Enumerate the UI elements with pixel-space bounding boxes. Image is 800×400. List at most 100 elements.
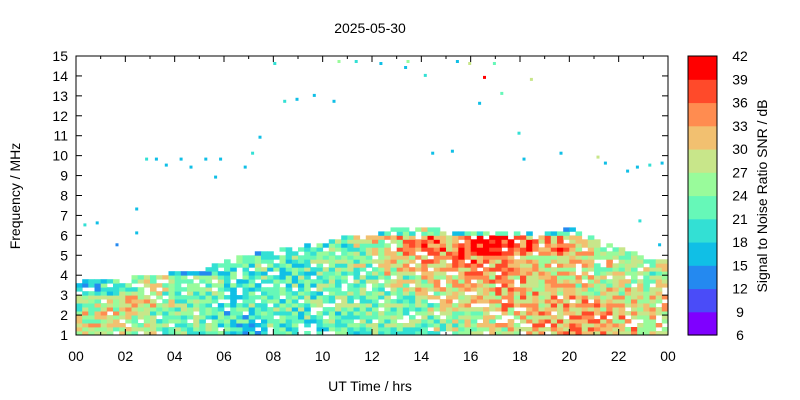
heat-cell (242, 255, 250, 260)
heat-cell (643, 303, 650, 308)
heat-cell (285, 267, 293, 272)
heat-cell (587, 275, 595, 280)
heat-cell (520, 235, 527, 240)
heat-cell (526, 327, 533, 332)
x-axis: 00 02 04 06 08 10 12 14 16 18 20 22 00 (68, 56, 676, 364)
heat-cell (131, 291, 139, 296)
heat-cell (328, 315, 336, 320)
heat-cell (261, 311, 268, 316)
heat-cell (587, 259, 595, 264)
heat-cell (594, 239, 601, 244)
heat-cell (557, 319, 564, 324)
heat-cell (217, 283, 225, 288)
heat-cell (507, 267, 515, 272)
heat-cell (248, 259, 256, 264)
heat-cell (193, 283, 200, 288)
heat-cell (452, 235, 459, 240)
heat-cell (100, 303, 108, 308)
heat-cell (378, 247, 385, 252)
heat-cell (655, 279, 663, 284)
heat-cell (328, 243, 336, 248)
heat-cell (341, 251, 348, 256)
heat-cell (427, 319, 435, 324)
heat-cell (76, 315, 83, 320)
heat-cell (347, 263, 354, 268)
heat-cell (495, 307, 502, 312)
heat-cell (421, 267, 428, 272)
heat-cell (156, 319, 163, 324)
heat-cell (261, 295, 268, 300)
heat-cell (569, 323, 576, 328)
heat-cell (372, 259, 379, 264)
heat-cell (396, 231, 404, 236)
heat-cell (655, 275, 663, 280)
heat-cell (489, 307, 496, 312)
heat-cell (316, 263, 324, 268)
heatmap-cells (76, 60, 669, 336)
heat-cell (254, 271, 262, 276)
heat-cell (236, 263, 243, 268)
heat-cell (390, 303, 398, 308)
heat-cell (563, 287, 570, 292)
heat-cell (224, 311, 231, 316)
heat-cell (594, 247, 601, 252)
heat-cell (631, 311, 638, 316)
heat-cell (131, 319, 139, 324)
heat-cell (82, 327, 89, 332)
heat-cell (94, 311, 102, 316)
heat-cell (526, 315, 533, 320)
heat-cell (557, 267, 564, 272)
heat-cell (384, 307, 391, 312)
heat-cell (402, 251, 410, 256)
heat-cell (328, 299, 336, 304)
heat-cell (421, 243, 428, 248)
heat-cell (230, 327, 237, 332)
heat-cell (211, 283, 219, 288)
heat-cell (520, 295, 527, 300)
heat-cell (587, 239, 595, 244)
heat-cell (458, 303, 465, 308)
heat-cell (261, 331, 268, 336)
heat-cell (606, 259, 613, 264)
heat-cell (458, 299, 465, 304)
x-tick-label: 22 (611, 348, 627, 364)
heat-cell (649, 287, 657, 292)
heat-cell (150, 323, 157, 328)
heat-cell (526, 231, 533, 236)
heat-cell (76, 307, 83, 312)
heat-cell (316, 319, 324, 324)
heat-cell (205, 295, 213, 300)
heat-cell (606, 271, 613, 276)
heat-cell (199, 315, 206, 320)
heat-cell (483, 259, 490, 264)
heat-cell (476, 315, 484, 320)
colorbar-tick-label: 21 (732, 211, 748, 227)
heat-cell (261, 251, 268, 256)
heat-cell (495, 259, 502, 264)
heat-cell (402, 227, 410, 232)
colorbar-swatch (688, 242, 717, 266)
heat-cell (483, 247, 490, 252)
heat-cell (538, 311, 546, 316)
colorbar-tick-label: 6 (736, 327, 744, 343)
heat-cell (624, 295, 632, 300)
sparse-point (483, 75, 486, 79)
heat-cell (606, 327, 613, 332)
heat-cell (476, 279, 484, 284)
heat-cell (606, 243, 613, 248)
heat-cell (557, 307, 564, 312)
heat-cell (421, 235, 428, 240)
heat-cell (600, 291, 607, 296)
heat-cell (421, 311, 428, 316)
heat-cell (316, 303, 324, 308)
heat-cell (384, 267, 391, 272)
heat-cell (316, 327, 324, 332)
heat-cell (224, 323, 231, 328)
heat-cell (581, 303, 589, 308)
heat-cell (298, 319, 305, 324)
heat-cell (594, 283, 601, 288)
heat-cell (526, 287, 533, 292)
heat-cell (347, 319, 354, 324)
heat-cell (643, 287, 650, 292)
sparse-point (635, 165, 639, 169)
